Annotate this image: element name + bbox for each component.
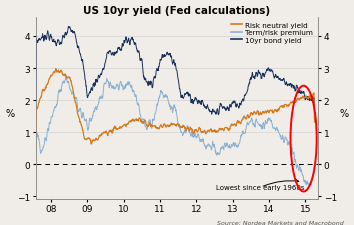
Legend: Risk neutral yield, Term/risk premium, 10yr bond yield: Risk neutral yield, Term/risk premium, 1…	[230, 21, 314, 45]
Title: US 10yr yield (Fed calculations): US 10yr yield (Fed calculations)	[84, 6, 270, 16]
Text: Lowest since early 1960s: Lowest since early 1960s	[216, 180, 305, 190]
Y-axis label: %: %	[339, 109, 348, 119]
Y-axis label: %: %	[6, 109, 15, 119]
Text: Source: Nordea Markets and Macrobond: Source: Nordea Markets and Macrobond	[217, 220, 343, 225]
